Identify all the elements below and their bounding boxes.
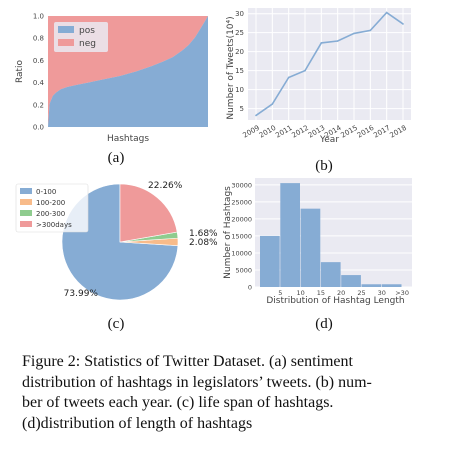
figure-caption: Figure 2: Statistics of Twitter Dataset.…	[22, 352, 452, 434]
chart-a-ytick-label: 0.2	[33, 101, 44, 109]
panel-label-b: (b)	[315, 158, 333, 174]
chart-b-ytick-label: 25	[235, 29, 244, 37]
chart-a-legend: pos neg	[54, 22, 108, 52]
chart-d-ytick-label: 20000	[231, 215, 252, 223]
chart-a-ylabel: Ratio	[15, 59, 25, 83]
chart-c-legend-box	[15, 183, 89, 233]
chart-b-xlabel: Year	[319, 135, 339, 145]
chart-d-xtick-label: 15	[317, 289, 325, 297]
chart-d-xtick-label: 25	[357, 289, 365, 297]
chart-d-ytick-label: 30000	[231, 181, 252, 189]
chart-b-plot-area	[248, 8, 411, 120]
chart-c-slice-label: 1.68%	[189, 229, 218, 239]
chart-d-xtick-label: 20	[337, 289, 345, 297]
chart-d-bar	[280, 183, 300, 287]
chart-d-ylabel: Number of Hashtags	[223, 186, 233, 279]
chart-a-ytick-label: 0.0	[33, 124, 44, 132]
caption-line-2: distribution of hashtags in legislators’…	[22, 373, 372, 391]
chart-a-legend-swatch	[58, 26, 74, 33]
panel-label-a: (a)	[107, 150, 125, 166]
chart-c-legend-swatch	[20, 199, 32, 205]
chart-b-xtick-label: 2018	[389, 124, 408, 140]
chart-b-point	[336, 40, 339, 42]
chart-b-ytick-label: 30	[235, 10, 244, 18]
chart-b-ytick-label: 10	[235, 86, 244, 94]
chart-c-slice-label: 73.99%	[64, 289, 99, 299]
chart-a-legend-label: neg	[79, 39, 96, 49]
caption-line-4: (d)distribution of length of hashtags	[22, 414, 253, 432]
caption-line-3: ber of tweets each year. (c) life span o…	[22, 394, 334, 411]
chart-d-bar	[260, 235, 280, 287]
chart-d-bar	[381, 284, 402, 287]
chart-c-legend-label: 100-200	[36, 199, 65, 207]
chart-b-point	[320, 42, 323, 44]
chart-b-ytick-label: 5	[240, 105, 244, 113]
chart-d-ytick-label: 0	[248, 284, 252, 292]
chart-d-xtick-label: 30	[378, 289, 386, 297]
chart-d-xtick-label: >30	[395, 289, 409, 297]
chart-a-ytick-label: 0.4	[33, 79, 45, 87]
chart-b-point	[385, 11, 388, 14]
chart-c-legend-swatch	[20, 188, 32, 194]
chart-d-bar	[361, 284, 382, 287]
chart-b-ytick-label: 15	[235, 67, 244, 75]
chart-c-legend-swatch	[20, 210, 32, 216]
chart-b-point	[287, 76, 290, 79]
chart-b-point	[255, 114, 257, 117]
chart-a-legend-swatch	[58, 39, 74, 46]
chart-d-ytick-label: 25000	[231, 198, 252, 206]
chart-d-ytick-label: 15000	[231, 232, 252, 240]
panel-label-c: (c)	[107, 316, 125, 332]
chart-b-series-line	[255, 11, 404, 117]
chart-d-ytick-label: 10000	[231, 249, 252, 257]
panel-label-d: (d)	[315, 316, 333, 332]
chart-c-legend-label: 0-100	[36, 188, 56, 196]
chart-c-legend-label: 200-300	[36, 210, 65, 218]
chart-b-ytick-label: 20	[235, 48, 244, 56]
chart-b-point	[402, 23, 404, 25]
chart-c-slice	[119, 183, 178, 243]
chart-d-bar	[300, 208, 321, 287]
chart-a-pos-area	[48, 16, 208, 127]
chart-c-legend: 0-100 100-200 200-300 >300days	[15, 183, 89, 233]
chart-d-xlabel: Distribution of Hashtag Length	[266, 296, 404, 306]
chart-b-point	[271, 103, 274, 105]
chart-d-bar	[320, 262, 341, 287]
chart-d-xtick-label: 10	[296, 289, 304, 297]
chart-c-slice-label: 2.08%	[189, 238, 218, 248]
chart-a-legend-label: pos	[79, 26, 95, 36]
chart-c-legend-label: >300days	[36, 221, 72, 229]
chart-a-xlabel: Hashtags	[107, 134, 149, 144]
chart-b-point	[353, 32, 355, 35]
caption-line-1: Figure 2: Statistics of Twitter Dataset.…	[22, 353, 353, 370]
chart-c-legend-swatch	[20, 221, 32, 227]
chart-b-point	[304, 69, 306, 72]
chart-d-xtick-label: 5	[278, 289, 282, 297]
chart-c-slice-label: 22.26%	[148, 181, 183, 191]
chart-a-ytick-label: 1.0	[33, 13, 44, 21]
chart-a-ytick-label: 0.8	[33, 35, 44, 43]
chart-d-ytick-label: 5000	[235, 266, 252, 274]
chart-a-ytick-label: 0.6	[33, 57, 45, 65]
chart-d-bar	[341, 275, 361, 287]
chart-b-point	[369, 29, 372, 32]
chart-b-ylabel: Number of Tweets(10⁴)	[226, 16, 236, 119]
